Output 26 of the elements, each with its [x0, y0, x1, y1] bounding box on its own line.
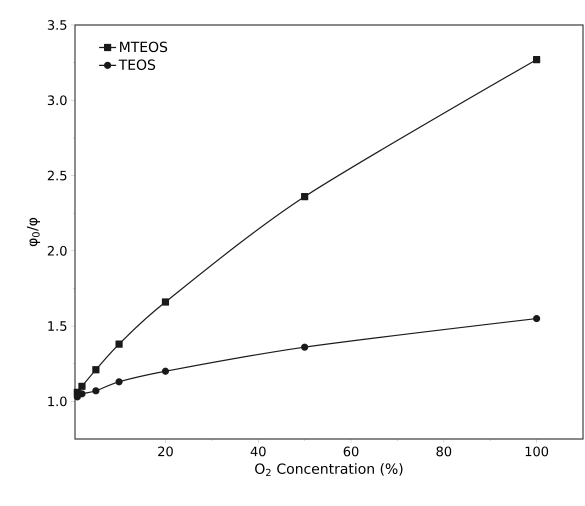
point	[92, 387, 100, 394]
x-tick-label: 80	[436, 446, 452, 456]
point	[115, 378, 123, 386]
legend-label: MTEOS	[120, 42, 168, 52]
x-tick-label: 100	[526, 446, 548, 456]
x-tick-label: 60	[344, 446, 358, 456]
point	[533, 314, 540, 322]
point	[533, 56, 540, 64]
point	[162, 368, 170, 375]
point	[115, 340, 123, 348]
y-axis-title: φ$_{0}$/φ	[26, 218, 40, 246]
x-tick-label: 40	[250, 446, 266, 456]
x-tick-label: 20	[158, 446, 173, 456]
y-tick-label: 3.5	[48, 20, 66, 30]
legend-label: TEOS	[118, 59, 156, 70]
point	[301, 193, 308, 200]
point	[301, 344, 308, 351]
point	[78, 382, 86, 390]
y-tick-label: 3.0	[48, 95, 67, 106]
y-tick-label: 2.0	[48, 246, 67, 256]
y-tick-label: 1.0	[48, 396, 67, 406]
point	[162, 298, 170, 306]
point	[92, 366, 100, 374]
y-tick-label: 1.5	[48, 321, 66, 331]
x-axis-title: O$_{2}$ Concentration (%)	[255, 463, 402, 476]
y-tick-label: 2.5	[48, 170, 66, 180]
